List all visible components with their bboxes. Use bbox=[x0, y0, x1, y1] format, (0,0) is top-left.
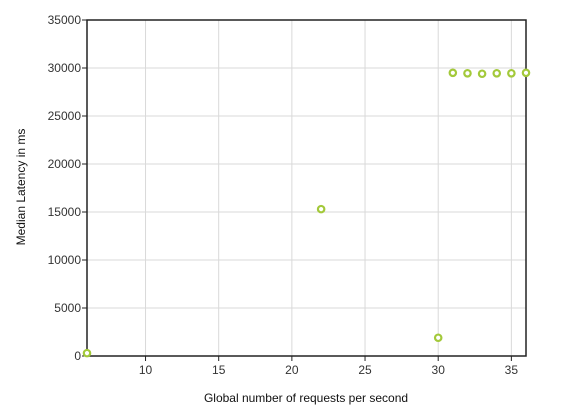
axes bbox=[82, 19, 527, 361]
tick-labels: 0 5000 10000 15000 20000 25000 30000 35000 10 15 2… bbox=[48, 13, 519, 377]
x-tick-label: 25 bbox=[358, 363, 372, 377]
data-points bbox=[82, 68, 531, 358]
data-point bbox=[521, 68, 531, 78]
data-point bbox=[433, 333, 443, 343]
data-point bbox=[463, 68, 472, 78]
grid-lines bbox=[87, 19, 526, 356]
plot-frame bbox=[86, 19, 527, 357]
y-tick-label: 20000 bbox=[48, 157, 82, 171]
y-tick-label: 35000 bbox=[48, 13, 82, 27]
y-tick-label: 15000 bbox=[48, 205, 82, 219]
x-tick-label: 10 bbox=[139, 363, 153, 377]
y-tick-label: 25000 bbox=[48, 109, 82, 123]
y-tick-label: 0 bbox=[74, 349, 81, 363]
x-tick-label: 20 bbox=[285, 363, 299, 377]
x-tick-label: 35 bbox=[505, 363, 519, 377]
data-point bbox=[82, 348, 92, 358]
y-tick-label: 10000 bbox=[48, 253, 82, 267]
y-tick-label: 30000 bbox=[48, 61, 82, 75]
x-tick-label: 15 bbox=[212, 363, 226, 377]
x-axis-title: Global number of requests per second bbox=[204, 391, 408, 405]
data-point bbox=[507, 68, 516, 78]
data-point bbox=[448, 68, 458, 78]
data-point bbox=[477, 69, 487, 79]
y-tick-label: 5000 bbox=[54, 301, 81, 315]
y-axis-title: Median Latency in ms bbox=[14, 129, 28, 246]
x-tick-label: 30 bbox=[432, 363, 446, 377]
data-point bbox=[316, 204, 326, 214]
data-point bbox=[492, 68, 502, 78]
